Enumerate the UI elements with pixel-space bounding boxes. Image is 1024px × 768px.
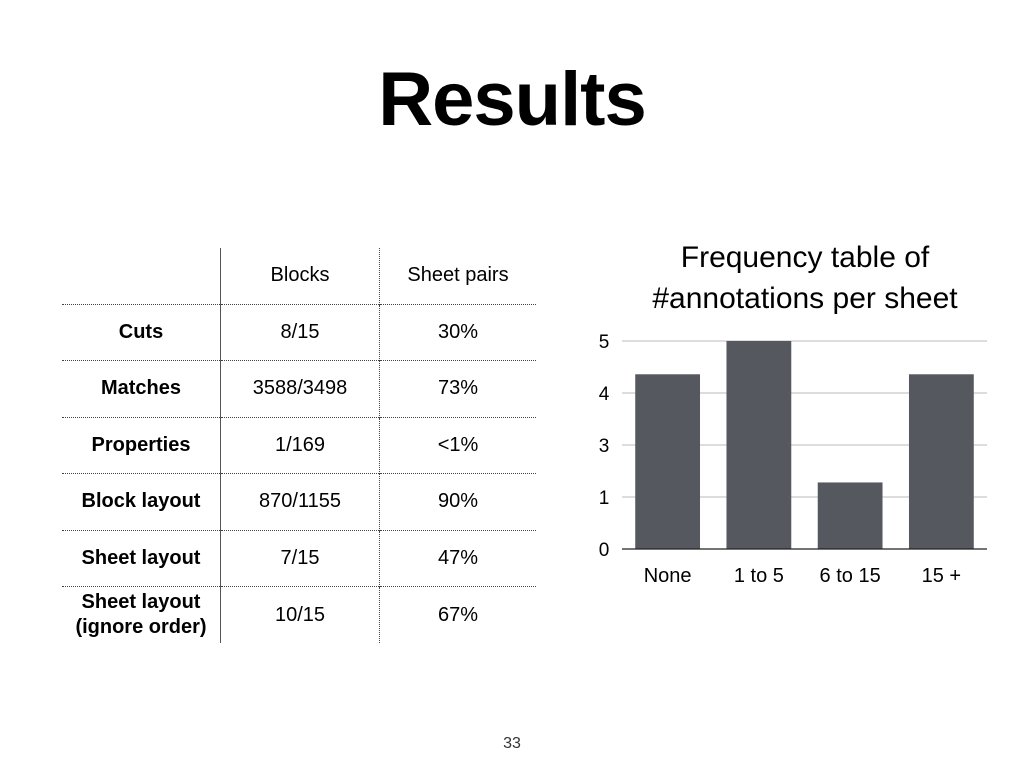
sheet-pairs-cell: 30%: [379, 303, 536, 361]
bar-15: [908, 374, 974, 549]
chart-title: Frequency table of #annotations per shee…: [600, 237, 1010, 319]
y-tick-label: 0: [599, 540, 610, 561]
table-row: Block layout 870/1155 90%: [62, 473, 536, 530]
sheet-pairs-cell: 90%: [379, 473, 536, 530]
chart-title-line-2: #annotations per sheet: [652, 282, 958, 315]
table-header-corner: [62, 248, 221, 304]
row-label: Block layout: [62, 473, 221, 530]
sheet-pairs-cell: <1%: [379, 416, 536, 474]
x-tick-label: 15 +: [922, 565, 961, 587]
row-label: Properties: [62, 416, 221, 474]
results-table: Blocks Sheet pairs Cuts 8/15 30% Matches…: [62, 248, 536, 643]
x-tick-label: 6 to 15: [820, 565, 881, 587]
bar-1-to-5: [726, 341, 792, 549]
x-tick-label: 1 to 5: [734, 565, 784, 587]
table-row: Properties 1/169 <1%: [62, 416, 536, 474]
y-tick-label: 4: [599, 384, 610, 405]
bar-chart: 0 1 3 4 5 None 1 to 5 6 to 15 15 +: [599, 332, 987, 587]
sheet-pairs-cell: 47%: [379, 529, 536, 587]
blocks-cell: 3588/3498: [220, 360, 380, 417]
row-label: Sheet layout: [62, 529, 221, 587]
blocks-cell: 10/15: [220, 586, 380, 643]
table-header-row: Blocks Sheet pairs: [62, 248, 536, 304]
bar-6-to-15: [817, 482, 883, 549]
bar-none: [635, 374, 701, 549]
y-tick-label: 1: [599, 488, 610, 509]
blocks-cell: 7/15: [220, 529, 380, 587]
row-label: Sheet layout (ignore order): [62, 586, 221, 643]
row-label: Matches: [62, 360, 221, 417]
y-tick-label: 3: [599, 436, 610, 457]
row-label: Cuts: [62, 303, 221, 361]
y-tick-label: 5: [599, 332, 610, 353]
sheet-pairs-cell: 67%: [379, 586, 536, 643]
table-row: Sheet layout 7/15 47%: [62, 529, 536, 587]
sheet-pairs-cell: 73%: [379, 360, 536, 417]
table-row: Cuts 8/15 30%: [62, 303, 536, 361]
blocks-cell: 8/15: [220, 303, 380, 361]
slide-title: Results: [378, 57, 647, 142]
page-number: 33: [503, 735, 521, 752]
blocks-cell: 1/169: [220, 416, 380, 474]
chart-title-line-1: Frequency table of: [680, 241, 930, 274]
table-header-sheet-pairs: Sheet pairs: [407, 264, 509, 287]
blocks-cell: 870/1155: [220, 473, 380, 530]
table-row: Sheet layout (ignore order) 10/15 67%: [62, 586, 536, 643]
x-tick-label: None: [644, 565, 692, 587]
table-row: Matches 3588/3498 73%: [62, 360, 536, 417]
table-header-blocks: Blocks: [220, 248, 380, 304]
